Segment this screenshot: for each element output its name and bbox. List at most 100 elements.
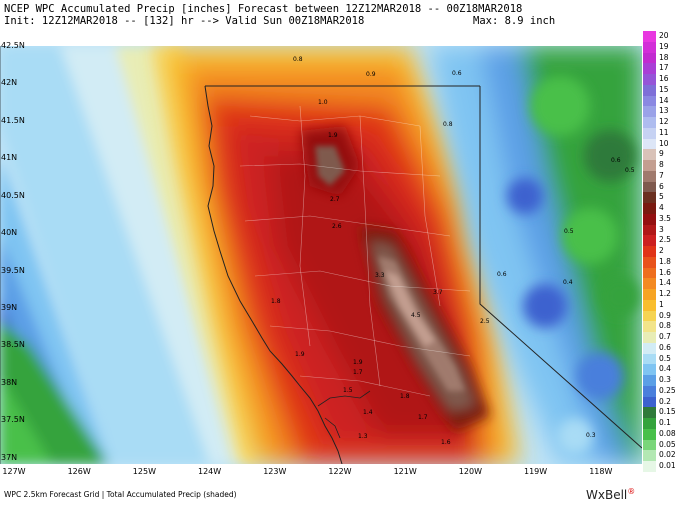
precip-color-legend: 20 19 18 17 16 15 14 13 12 11 10 9 8 7 6 5 4 3.5 3 2.5 2 1.8 1… [643, 31, 680, 472]
legend-label: 15 [659, 84, 669, 94]
legend-label: 0.5 [659, 353, 671, 363]
map-value-annotation: 3.3 [375, 272, 385, 279]
legend-label: 5 [659, 192, 664, 202]
legend-swatch [643, 31, 656, 42]
init-valid-line: Init: 12Z12MAR2018 -- [132] hr --> Valid… [4, 15, 365, 27]
map-value-annotation: 0.8 [443, 121, 453, 128]
legend-swatch [643, 224, 656, 236]
legend-label: 3 [659, 224, 664, 234]
legend-swatch [643, 63, 656, 75]
legend-entry: 0.4 [643, 364, 680, 376]
legend-label: 1.8 [659, 256, 671, 266]
legend-label: 4 [659, 203, 664, 213]
brand-name: WxBell [586, 488, 628, 502]
latitude-label: 42N [1, 78, 18, 88]
legend-label: 0.7 [659, 332, 671, 342]
longitude-label: 127W [2, 467, 26, 476]
legend-swatch [643, 407, 656, 419]
legend-label: 1 [659, 299, 664, 309]
legend-entry: 0.02 [643, 450, 680, 462]
legend-label: 0.2 [659, 396, 671, 406]
legend-label: 0.6 [659, 342, 671, 352]
legend-entry: 9 [643, 149, 680, 161]
legend-entry: 15 [643, 84, 680, 96]
legend-entry: 0.25 [643, 385, 680, 397]
legend-entry: 0.15 [643, 407, 680, 419]
legend-label: 6 [659, 181, 664, 191]
map-value-annotation: 1.8 [400, 393, 410, 400]
legend-swatch [643, 418, 656, 429]
legend-label: 2.5 [659, 235, 671, 245]
longitude-label: 125W [132, 467, 156, 476]
map-value-annotation: 0.6 [452, 70, 462, 77]
brand-mark: ® [627, 487, 636, 496]
legend-entry: 0.1 [643, 418, 680, 429]
longitude-label: 121W [393, 467, 417, 476]
precip-map: 0.8 0.9 0.6 1.0 0.8 1.9 2.7 2.6 3.3 3.7 4.5 2.5 1.8 1… [0, 46, 642, 464]
legend-entry: 0.9 [643, 310, 680, 322]
legend-swatch [643, 106, 656, 118]
legend-label: 14 [659, 95, 669, 105]
legend-entry: 18 [643, 52, 680, 64]
legend-swatch [643, 246, 656, 257]
legend-label: 7 [659, 170, 664, 180]
legend-swatch [643, 439, 656, 451]
legend-label: 9 [659, 149, 664, 159]
legend-swatch [643, 52, 656, 64]
legend-entry: 0.01 [643, 461, 680, 472]
latitude-label: 37.5N [1, 415, 25, 425]
legend-swatch [643, 41, 656, 53]
legend-swatch [643, 256, 656, 268]
map-title: NCEP WPC Accumulated Precip [inches] For… [4, 3, 523, 15]
legend-swatch [643, 310, 656, 322]
map-value-annotation: 1.9 [353, 359, 363, 366]
legend-swatch [643, 170, 656, 182]
legend-entry: 0.7 [643, 332, 680, 343]
legend-swatch [643, 353, 656, 365]
longitude-label: 120W [458, 467, 482, 476]
legend-swatch [643, 74, 656, 85]
latitude-label: 42.5N [1, 41, 25, 50]
legend-label: 0.25 [659, 385, 676, 395]
legend-label: 16 [659, 74, 669, 84]
legend-entry: 1.8 [643, 256, 680, 268]
legend-swatch [643, 299, 656, 311]
legend-label: 0.01 [659, 461, 676, 471]
latitude-label: 38N [1, 377, 18, 387]
legend-label: 0.08 [659, 428, 676, 438]
map-value-annotation: 1.5 [343, 387, 353, 394]
legend-label: 0.8 [659, 321, 671, 331]
legend-entry: 2 [643, 246, 680, 257]
legend-swatch [643, 461, 656, 472]
brand-logo: WxBell® [586, 487, 635, 502]
legend-entry: 1.4 [643, 278, 680, 290]
map-value-annotation: 1.7 [353, 369, 363, 376]
footer-caption: WPC 2.5km Forecast Grid | Total Accumula… [4, 490, 237, 499]
legend-swatch [643, 213, 656, 225]
map-value-annotation: 2.5 [480, 318, 490, 325]
latitude-label: 39N [1, 303, 18, 312]
latitude-label: 41N [1, 153, 18, 163]
legend-label: 19 [659, 41, 669, 51]
map-value-annotation: 3.7 [433, 289, 443, 296]
map-value-annotation: 0.3 [586, 432, 596, 439]
legend-label: 17 [659, 63, 669, 73]
map-value-annotation: 1.3 [358, 433, 368, 440]
legend-swatch [643, 342, 656, 354]
legend-swatch [643, 127, 656, 139]
legend-entry: 16 [643, 74, 680, 85]
map-value-annotation: 2.7 [330, 196, 340, 203]
legend-entry: 13 [643, 106, 680, 118]
legend-swatch [643, 450, 656, 462]
map-value-annotation: 2.6 [332, 223, 342, 230]
legend-entry: 11 [643, 127, 680, 139]
legend-label: 0.15 [659, 407, 676, 417]
legend-label: 0.1 [659, 418, 671, 428]
longitude-label: 122W [328, 467, 352, 476]
legend-entry: 2.5 [643, 235, 680, 247]
legend-entry: 0.08 [643, 428, 680, 440]
legend-swatch [643, 95, 656, 107]
map-value-annotation: 0.8 [293, 56, 303, 63]
longitude-label: 124W [198, 467, 222, 476]
latitude-label: 38.5N [1, 340, 25, 350]
